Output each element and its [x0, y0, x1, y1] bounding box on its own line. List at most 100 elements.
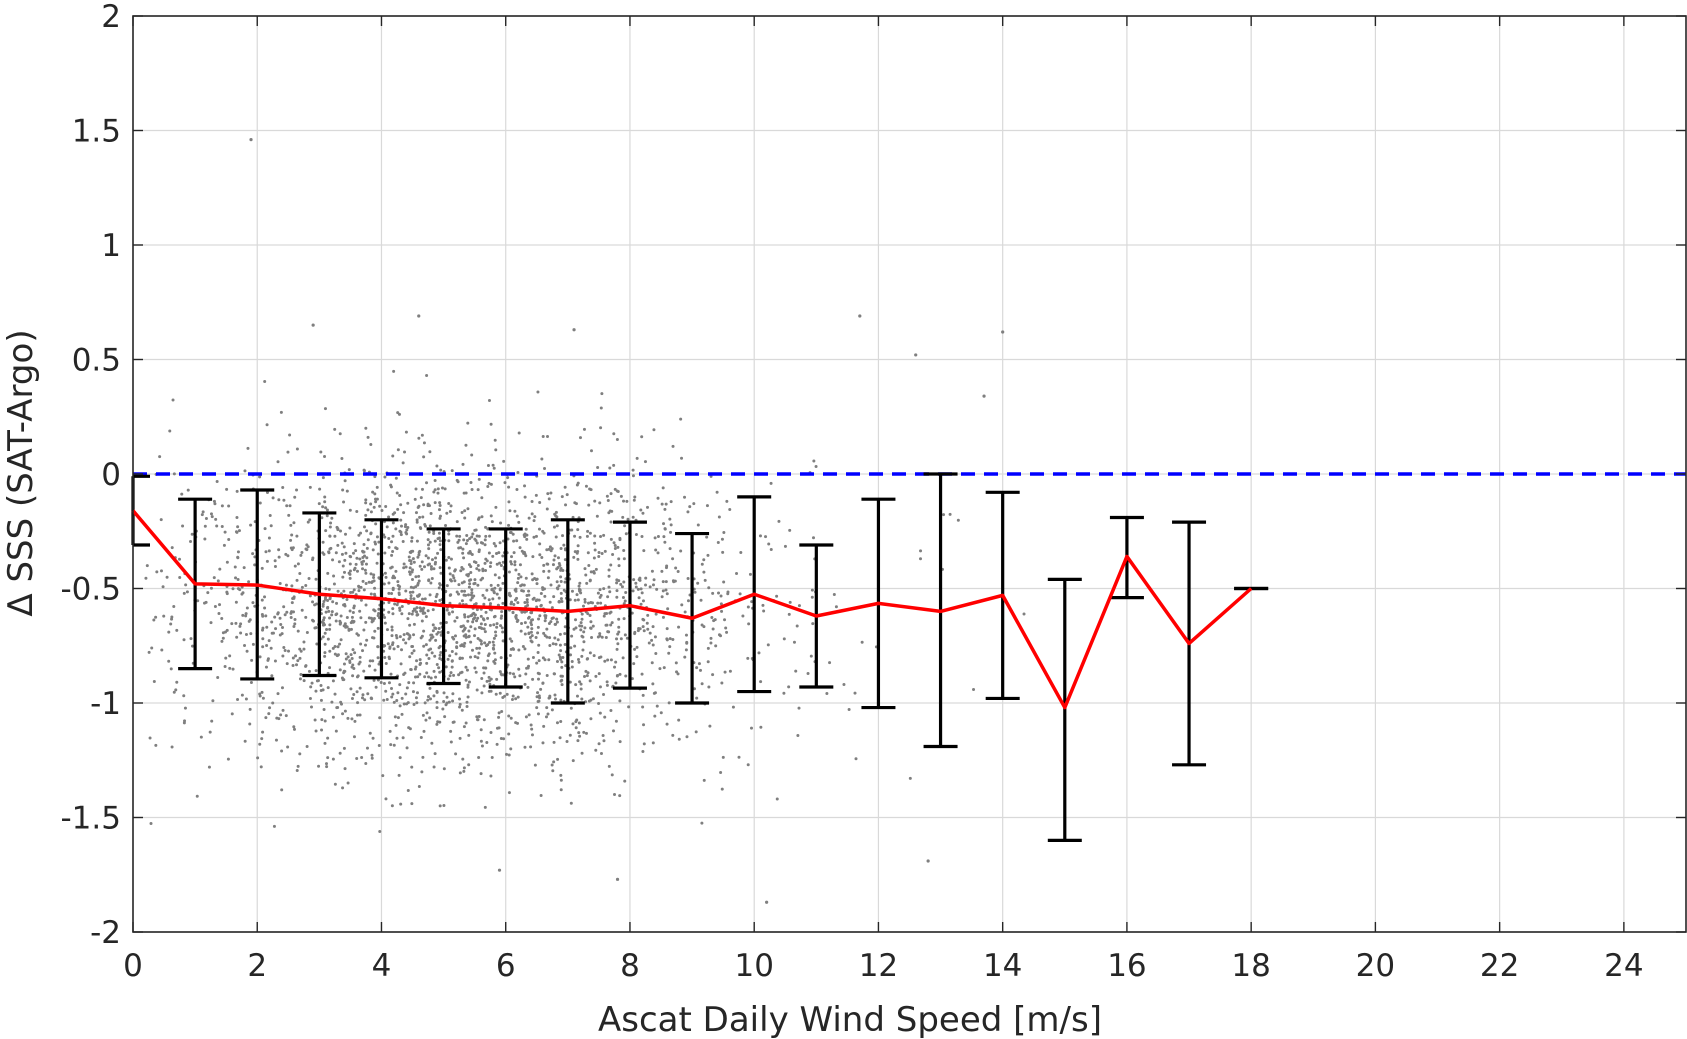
scatter-point — [352, 667, 356, 671]
scatter-point — [182, 591, 186, 595]
scatter-point — [366, 435, 370, 439]
scatter-point — [643, 460, 647, 464]
scatter-point — [355, 632, 359, 636]
scatter-point — [725, 499, 729, 503]
scatter-point — [423, 597, 427, 601]
scatter-point — [493, 661, 497, 665]
scatter-point — [273, 564, 277, 568]
scatter-point — [483, 623, 487, 627]
scatter-point — [473, 578, 477, 582]
scatter-point — [372, 579, 376, 583]
scatter-point — [415, 610, 419, 614]
scatter-point — [544, 616, 548, 620]
scatter-point — [326, 605, 330, 609]
scatter-point — [580, 654, 584, 658]
scatter-point — [210, 719, 214, 723]
scatter-point — [547, 497, 551, 501]
scatter-point — [610, 773, 614, 777]
scatter-point — [323, 631, 327, 635]
scatter-point — [514, 589, 518, 593]
scatter-point — [362, 669, 366, 673]
scatter-point — [479, 739, 483, 743]
scatter-point — [382, 681, 386, 685]
scatter-point — [723, 670, 727, 674]
scatter-point — [445, 701, 449, 705]
scatter-point — [492, 615, 496, 619]
scatter-point — [412, 597, 416, 601]
scatter-point — [674, 566, 678, 570]
scatter-point — [493, 438, 497, 442]
scatter-point — [394, 723, 398, 727]
scatter-point — [395, 736, 399, 740]
scatter-point — [511, 532, 515, 536]
scatter-point — [234, 576, 238, 580]
scatter-point — [842, 682, 846, 686]
scatter-point — [391, 692, 395, 696]
scatter-point — [318, 487, 322, 491]
scatter-point — [519, 629, 523, 633]
scatter-point — [666, 607, 670, 611]
scatter-point — [237, 529, 241, 533]
scatter-point — [553, 693, 557, 697]
scatter-point — [470, 453, 474, 457]
scatter-point — [290, 584, 294, 588]
scatter-point — [553, 697, 557, 701]
scatter-point — [574, 726, 578, 730]
scatter-point — [339, 638, 343, 642]
scatter-point — [331, 600, 335, 604]
scatter-point — [355, 756, 359, 760]
scatter-point — [558, 736, 562, 740]
scatter-point — [577, 584, 581, 588]
scatter-point — [633, 495, 637, 499]
scatter-point — [356, 701, 360, 705]
scatter-point — [355, 690, 359, 694]
scatter-point — [471, 620, 475, 624]
scatter-point — [466, 685, 470, 689]
scatter-point — [336, 645, 340, 649]
scatter-point — [576, 549, 580, 553]
scatter-point — [410, 612, 414, 616]
scatter-point — [623, 779, 627, 783]
scatter-point — [645, 621, 649, 625]
scatter-point — [149, 822, 153, 826]
scatter-point — [313, 718, 317, 722]
scatter-point — [261, 626, 265, 630]
scatter-point — [547, 658, 551, 662]
scatter-point — [306, 520, 310, 524]
scatter-point — [420, 433, 424, 437]
scatter-point — [711, 673, 715, 677]
scatter-point — [260, 566, 264, 570]
scatter-point — [982, 394, 986, 398]
scatter-point — [559, 788, 563, 792]
scatter-point — [615, 673, 619, 677]
scatter-point — [646, 613, 650, 617]
scatter-point — [482, 684, 486, 688]
scatter-point — [199, 735, 203, 739]
scatter-point — [384, 504, 388, 508]
scatter-point — [495, 677, 499, 681]
scatter-point — [576, 528, 580, 532]
scatter-point — [150, 646, 154, 650]
scatter-point — [481, 569, 485, 573]
scatter-point — [711, 591, 715, 595]
scatter-point — [457, 546, 461, 550]
scatter-point — [608, 611, 612, 615]
scatter-point — [510, 555, 514, 559]
scatter-point — [538, 553, 542, 557]
scatter-point — [437, 531, 441, 535]
scatter-point — [548, 600, 552, 604]
scatter-point — [281, 625, 285, 629]
scatter-point — [586, 529, 590, 533]
scatter-point — [331, 679, 335, 683]
scatter-point — [221, 636, 225, 640]
scatter-point — [390, 540, 394, 544]
scatter-point — [393, 602, 397, 606]
scatter-point — [299, 649, 303, 653]
scatter-point — [447, 532, 451, 536]
scatter-point — [390, 804, 394, 808]
scatter-point — [267, 549, 271, 553]
scatter-point — [782, 637, 786, 641]
scatter-point — [525, 666, 529, 670]
scatter-point — [557, 584, 561, 588]
scatter-point — [321, 602, 325, 606]
